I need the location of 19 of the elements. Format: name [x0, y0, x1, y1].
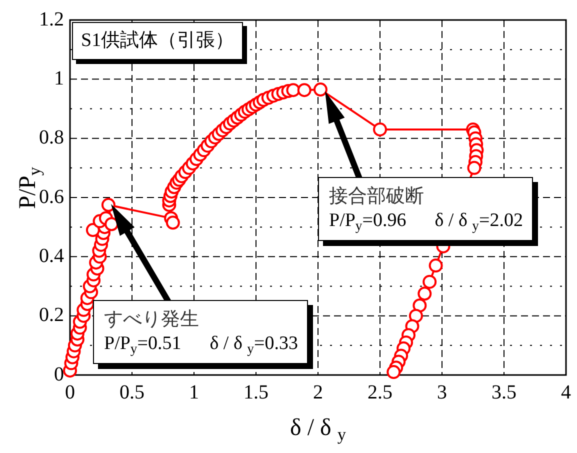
x-tick-label: 3: [437, 381, 447, 404]
x-tick-label: 1: [189, 381, 199, 404]
x-tick-label: 1.5: [244, 381, 268, 404]
x-tick-label: 2.5: [368, 381, 392, 404]
y-tick-label: 0: [54, 363, 64, 386]
x-tick-label: 2: [313, 381, 323, 404]
x-axis-title: δ / δ $_{y}$: [290, 415, 346, 444]
x-tick-label: 3.5: [492, 381, 516, 404]
annotation: すべり発生 P/P$_{y}$=0.51 δ / δ $_{y}$=0.33: [104, 308, 298, 356]
y-tick-label: 0.6: [39, 186, 64, 208]
y-tick-label: 1: [54, 67, 64, 90]
y-tick-label: 1.2: [39, 8, 64, 30]
x-tick-label: 4: [561, 381, 571, 404]
y-tick-label: 0.8: [39, 126, 64, 149]
x-tick-label: 0.5: [120, 381, 144, 404]
annotation: 接合部破断 P/P$_{y}$=0.96 δ / δ $_{y}$=2.02: [329, 185, 523, 234]
y-tick-label: 0.2: [39, 304, 64, 326]
text: S1供試体（引張）: [81, 30, 234, 51]
y-tick-label: 0.4: [39, 244, 64, 267]
